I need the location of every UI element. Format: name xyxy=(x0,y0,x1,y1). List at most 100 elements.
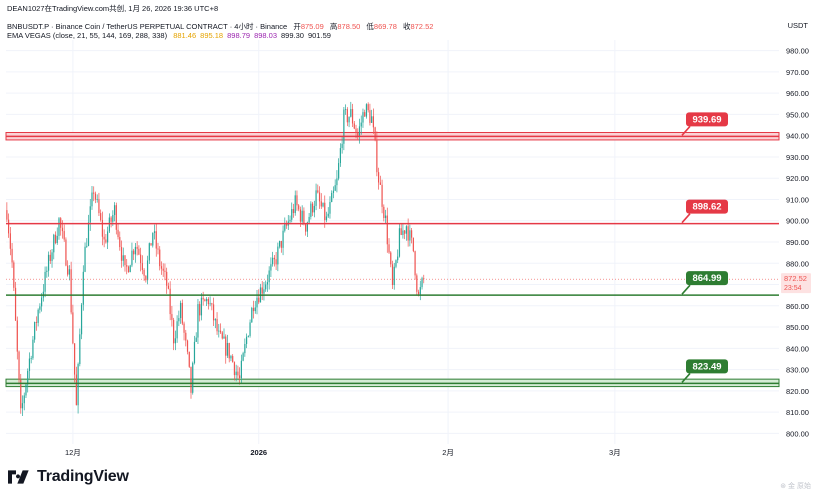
indicator-value-5: 899.30 xyxy=(281,31,304,40)
current-price-countdown: 23:54 xyxy=(784,285,802,292)
candle-body xyxy=(197,304,199,338)
tradingview-logo[interactable]: TradingView xyxy=(8,468,129,486)
candle-body xyxy=(317,190,319,193)
candle-body xyxy=(367,104,369,111)
candle-body xyxy=(51,252,53,261)
candle-body xyxy=(386,215,388,245)
candle-body xyxy=(216,319,218,332)
candle-body xyxy=(105,239,107,243)
candle-body xyxy=(41,297,43,307)
candle-body xyxy=(70,269,72,313)
candle-body xyxy=(405,226,408,234)
candle-body xyxy=(75,374,77,406)
indicator-value-3: 898.79 xyxy=(227,31,251,40)
candle-body xyxy=(334,185,336,191)
candle-body xyxy=(266,282,269,285)
candle-body xyxy=(204,299,206,302)
candle-body xyxy=(186,340,189,352)
candle-body xyxy=(381,184,383,207)
candle-body xyxy=(219,330,222,333)
candle-body xyxy=(192,363,194,393)
candle-body xyxy=(282,230,284,248)
candle-body xyxy=(261,287,263,294)
price-tick-label: 820.00 xyxy=(786,387,809,396)
candle-body xyxy=(138,248,140,255)
price-tick-label: 940.00 xyxy=(786,132,809,141)
candle-body xyxy=(221,332,223,339)
candle-body xyxy=(202,297,204,300)
candle-body xyxy=(350,109,352,117)
candle-body xyxy=(292,209,295,214)
candle-body xyxy=(30,358,32,359)
symbol-line[interactable]: BNBUSDT.P · Binance Coin / TetherUS PERP… xyxy=(7,21,437,32)
candle-body xyxy=(84,246,86,272)
level-label-pointer xyxy=(681,213,691,224)
level-label-box xyxy=(686,112,728,127)
candle-body xyxy=(110,217,112,222)
candle-body xyxy=(391,264,394,286)
candle-body xyxy=(167,285,170,289)
chart-grid xyxy=(6,40,779,444)
price-tick-label: 910.00 xyxy=(786,195,809,204)
candle-body xyxy=(27,370,29,385)
candle-body xyxy=(301,210,303,222)
time-tick-label: 2月 xyxy=(442,448,454,457)
candle-body xyxy=(166,271,168,286)
candle-body xyxy=(63,231,65,240)
candle-body xyxy=(315,190,317,206)
candle-body xyxy=(79,334,81,365)
candle-body xyxy=(247,335,249,337)
candle-body xyxy=(237,371,239,376)
candle-body xyxy=(214,319,216,321)
level-label-text: 939.69 xyxy=(692,114,721,125)
candle-body xyxy=(351,109,354,124)
candle-body xyxy=(268,270,270,283)
candle-body xyxy=(200,297,203,316)
indicator-line[interactable]: EMA VEGAS (close, 21, 55, 144, 169, 288,… xyxy=(7,31,339,40)
candle-body xyxy=(270,264,272,271)
price-tick-label: 960.00 xyxy=(786,89,809,98)
indicator-name: EMA VEGAS (close, 21, 55, 144, 169, 288,… xyxy=(7,31,168,40)
candle-body xyxy=(131,250,133,266)
candle-body xyxy=(115,205,117,230)
candle-body xyxy=(11,248,13,263)
candle-body xyxy=(67,265,69,275)
candle-body xyxy=(395,260,397,267)
candle-body xyxy=(54,234,57,243)
candle-body xyxy=(365,104,368,117)
candle-body xyxy=(305,224,307,232)
candle-body xyxy=(181,302,183,324)
candle-body xyxy=(87,222,90,246)
candle-body xyxy=(388,244,390,253)
candle-body xyxy=(376,139,378,173)
level-label-text: 823.49 xyxy=(692,361,721,372)
candle-body xyxy=(150,243,152,246)
candle-body xyxy=(369,110,371,123)
time-axis[interactable]: 12月 2026 2月 3月 xyxy=(65,448,621,457)
candle-body xyxy=(178,318,180,322)
level-label-box xyxy=(686,271,728,286)
candle-body xyxy=(117,229,119,238)
candle-body xyxy=(96,199,98,200)
candle-body xyxy=(49,254,51,261)
level-label-text: 898.62 xyxy=(692,202,721,213)
candle-body xyxy=(162,268,164,271)
price-tick-label: 840.00 xyxy=(786,344,809,353)
candle-body xyxy=(141,263,143,270)
candle-body xyxy=(252,307,255,312)
price-tick-label: 830.00 xyxy=(786,366,809,375)
candle-body xyxy=(400,228,402,235)
price-axis[interactable]: 980.00 970.00 960.00 950.00 940.00 930.00 920.… xyxy=(781,47,811,439)
candle-body xyxy=(37,309,39,323)
candle-body xyxy=(232,356,234,363)
candle-body xyxy=(53,234,55,253)
candle-body xyxy=(407,226,409,241)
price-tick-label: 900.00 xyxy=(786,217,809,226)
candle-body xyxy=(374,127,376,140)
ohlc-high: 高878.50 xyxy=(329,22,361,31)
candle-body xyxy=(103,236,105,240)
candle-body xyxy=(133,250,135,255)
candle-body xyxy=(331,192,333,203)
candle-body xyxy=(280,241,282,248)
